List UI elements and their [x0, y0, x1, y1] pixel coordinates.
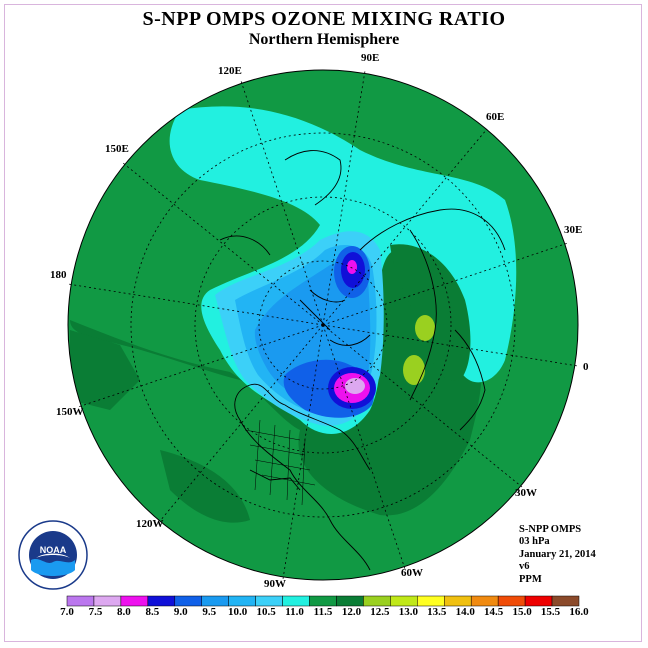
info-date: January 21, 2014: [519, 548, 596, 560]
region-12-0-europe: [390, 244, 471, 381]
region-12-5-a: [415, 315, 435, 341]
colorbar-swatch: [390, 595, 418, 607]
longitude-labels: 90E 60E 30E 0 30W 60W 90W 120W 150W 180 …: [50, 52, 589, 590]
info-version: v6: [519, 561, 530, 573]
lon-label-120e: 120E: [218, 65, 242, 77]
region-12-0-west: [70, 330, 140, 410]
colorbar-tick-label: 7.0: [60, 606, 74, 618]
lon-label-30w: 30W: [515, 487, 537, 499]
lon-label-150w: 150W: [56, 406, 84, 418]
noaa-logo: NOAA: [18, 520, 88, 590]
colorbar-swatch: [66, 595, 95, 607]
lon-label-60w: 60W: [401, 567, 423, 579]
colorbar-swatch: [228, 595, 256, 607]
colorbar-tick-label: 12.5: [370, 606, 390, 618]
lon-label-90w: 90W: [264, 578, 286, 590]
colorbar-swatch: [282, 595, 310, 607]
colorbar-tick-label: 15.5: [540, 606, 561, 618]
region-12-0-south: [160, 450, 250, 523]
region-7-5: [345, 378, 365, 394]
colorbar-tick-label: 8.0: [117, 606, 131, 618]
lon-label-30e: 30E: [564, 224, 582, 236]
map-subtitle: Northern Hemisphere: [248, 31, 400, 48]
lon-label-0: 0: [583, 361, 589, 373]
colorbar-swatch: [255, 595, 283, 607]
image-frame: [4, 4, 642, 642]
info-pressure: 03 hPa: [519, 536, 550, 548]
colorbar-swatch: [551, 595, 580, 607]
colorbar-swatch: [93, 595, 122, 607]
colorbar-tick-label: 13.0: [398, 606, 418, 618]
colorbar-swatch: [201, 595, 229, 607]
colorbar-swatch: [363, 595, 391, 607]
colorbar-tick-label: 12.0: [341, 606, 362, 618]
info-block: S-NPP OMPS 03 hPa January 21, 2014 v6 PP…: [519, 524, 596, 586]
colorbar-tick-label: 15.0: [512, 606, 532, 618]
colorbar-swatch: [336, 595, 364, 607]
map-title: S-NPP OMPS OZONE MIXING RATIO: [142, 8, 506, 30]
colorbar-tick-label: 13.5: [427, 606, 447, 618]
lon-label-120w: 120W: [136, 518, 164, 530]
lon-label-150e: 150E: [105, 143, 129, 155]
colorbar-swatch: [524, 595, 553, 607]
colorbar-tick-label: 10.5: [256, 606, 276, 618]
meridians: [67, 70, 579, 580]
colorbar-swatch: [147, 595, 176, 607]
colorbar-tick-label: 11.0: [285, 606, 304, 618]
colorbar-tick-label: 14.5: [484, 606, 504, 618]
colorbar-tick-label: 9.5: [202, 606, 217, 618]
us-state-borders: [244, 419, 316, 506]
colorbar-tick-label: 9.0: [173, 606, 188, 618]
colorbar-tick-label: 11.5: [313, 606, 333, 618]
colorbar-tick-label: 10.0: [228, 606, 248, 618]
logo-text: NOAA: [40, 545, 67, 555]
map-boundary: [67, 69, 579, 581]
colorbar-swatch: [444, 595, 472, 607]
info-units: PPM: [519, 573, 542, 585]
colorbar-swatch: [309, 595, 337, 607]
lon-label-60e: 60E: [486, 111, 504, 123]
colorbar-swatch: [120, 595, 149, 607]
region-8-0-north: [347, 260, 357, 274]
colorbar-tick-label: 16.0: [569, 606, 589, 618]
info-instrument: S-NPP OMPS: [519, 524, 582, 535]
colorbar-tick-label: 8.5: [145, 606, 160, 618]
colorbar: [66, 595, 580, 607]
colorbar-swatch: [470, 595, 499, 607]
region-12-5-b: [403, 355, 425, 385]
colorbar-swatch: [174, 595, 202, 607]
lon-label-180: 180: [50, 269, 67, 281]
colorbar-swatch: [497, 595, 526, 607]
colorbar-tick-label: 14.0: [455, 606, 475, 618]
lon-label-90e: 90E: [361, 52, 379, 64]
colorbar-swatch: [417, 595, 445, 607]
colorbar-tick-label: 7.5: [88, 606, 103, 618]
graticule: [130, 132, 516, 518]
